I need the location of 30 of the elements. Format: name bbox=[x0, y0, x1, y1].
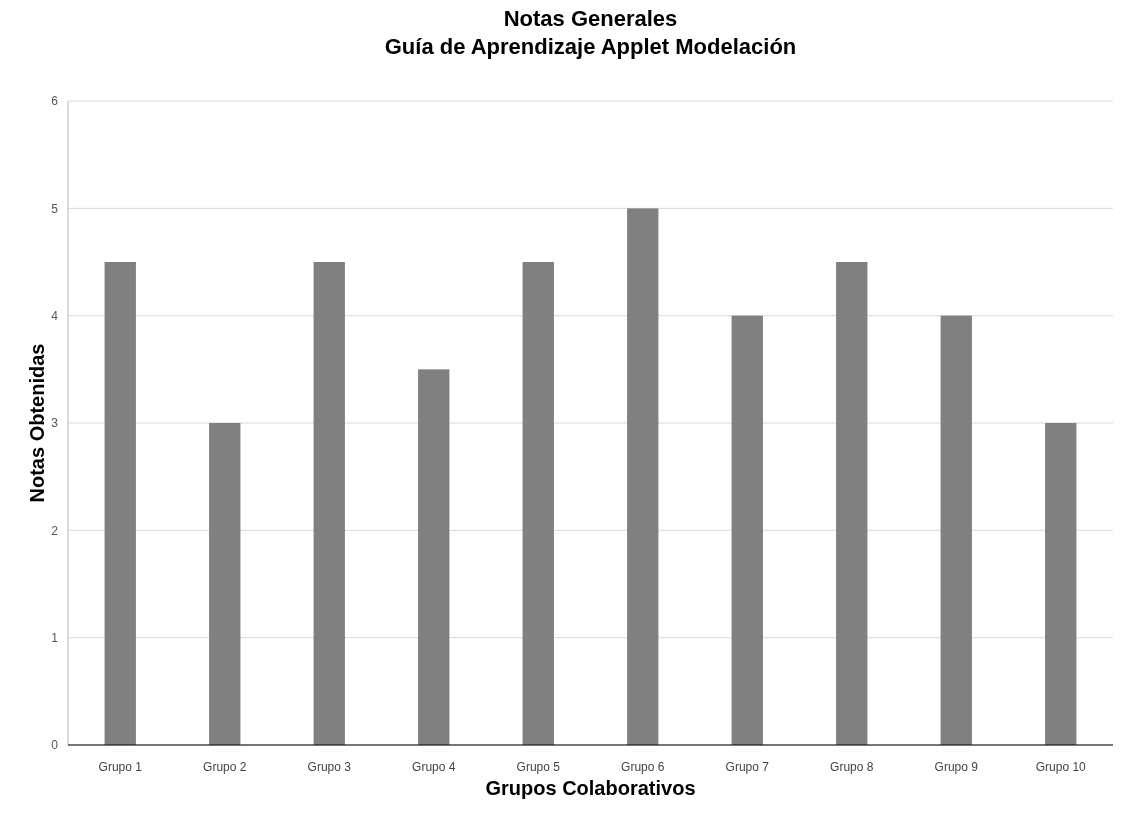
x-axis-title: Grupos Colaborativos bbox=[485, 777, 696, 799]
y-tick-label: 5 bbox=[51, 201, 59, 216]
y-tick-label: 0 bbox=[51, 738, 59, 753]
bar bbox=[836, 262, 868, 745]
bar bbox=[731, 315, 763, 745]
bar bbox=[418, 369, 450, 745]
x-tick-label: Grupo 4 bbox=[412, 760, 456, 774]
chart-title: Notas Generales Guía de Aprendizaje Applet Modelación bbox=[384, 6, 797, 59]
x-tick-label: Grupo 9 bbox=[934, 760, 979, 774]
bar bbox=[104, 262, 136, 745]
y-tick-label: 6 bbox=[51, 94, 59, 109]
bar bbox=[209, 423, 241, 745]
x-tick-label: Grupo 5 bbox=[516, 760, 561, 774]
x-tick-label: Grupo 3 bbox=[307, 760, 352, 774]
y-axis-title: Notas Obtenidas bbox=[26, 343, 48, 503]
y-tick-label: 3 bbox=[51, 416, 59, 431]
x-tick-label: Grupo 2 bbox=[203, 760, 247, 774]
x-tick-label: Grupo 1 bbox=[98, 760, 143, 774]
y-tick-label: 4 bbox=[51, 308, 59, 323]
x-tick-label: Grupo 10 bbox=[1035, 760, 1087, 774]
y-tick-label: 2 bbox=[51, 523, 59, 538]
bar bbox=[627, 208, 659, 745]
x-tick-label: Grupo 8 bbox=[830, 760, 874, 774]
bar bbox=[940, 315, 972, 745]
x-tick-label: Grupo 6 bbox=[621, 760, 665, 774]
bar bbox=[522, 262, 554, 745]
x-tick-label: Grupo 7 bbox=[725, 760, 770, 774]
bar bbox=[1045, 423, 1077, 745]
bar bbox=[313, 262, 345, 745]
y-tick-label: 1 bbox=[51, 630, 59, 645]
